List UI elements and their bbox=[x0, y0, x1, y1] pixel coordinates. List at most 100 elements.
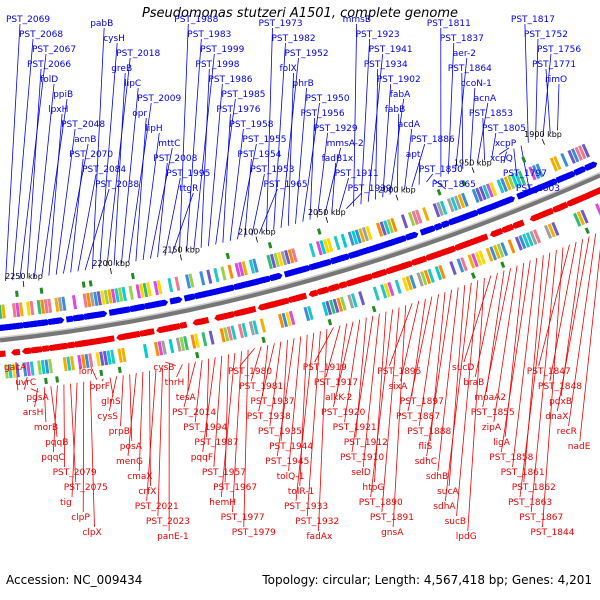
cog-category-block bbox=[323, 239, 330, 254]
cog-category-block bbox=[457, 194, 466, 209]
cog-category-block bbox=[478, 186, 487, 201]
forward-gene-label: PST_1955 bbox=[242, 135, 286, 145]
cog-category-block bbox=[580, 209, 589, 224]
reverse-label-connector bbox=[299, 334, 308, 487]
forward-gene-arrow bbox=[577, 166, 587, 175]
reverse-label-connector bbox=[295, 332, 315, 502]
reverse-gene-arrow bbox=[105, 335, 115, 343]
forward-gene-label: ppiB bbox=[53, 90, 73, 100]
reverse-label-connector bbox=[362, 313, 380, 468]
reverse-label-connector bbox=[194, 360, 203, 423]
rna-feature-mark bbox=[81, 281, 86, 288]
cog-category-block bbox=[47, 298, 53, 313]
reverse-gene-label: PST_1861 bbox=[501, 468, 545, 478]
forward-label-connector bbox=[469, 87, 476, 166]
forward-label-connector bbox=[302, 102, 320, 222]
cog-category-block bbox=[547, 223, 556, 238]
cog-category-block bbox=[560, 152, 569, 168]
forward-gene-label: fabB bbox=[385, 105, 406, 115]
reverse-gene-label: tolR-1 bbox=[288, 487, 314, 497]
forward-gene-label: PST_1999 bbox=[200, 45, 244, 55]
cog-category-block bbox=[485, 183, 494, 198]
axis-tick-mark bbox=[22, 280, 25, 287]
reverse-label-connector bbox=[437, 287, 459, 472]
reverse-label-connector bbox=[530, 249, 557, 513]
reverse-gene-label: zipA bbox=[482, 423, 502, 433]
cog-category-block bbox=[518, 235, 527, 250]
forward-label-connector bbox=[19, 53, 47, 280]
forward-gene-arrow bbox=[262, 275, 272, 284]
reverse-gene-label: sixA bbox=[389, 382, 409, 392]
reverse-label-connector bbox=[202, 357, 216, 453]
cog-category-block bbox=[77, 354, 83, 370]
cog-category-block bbox=[358, 228, 366, 243]
axis-tick-mark bbox=[541, 138, 545, 145]
reverse-label-connector bbox=[444, 282, 472, 502]
cog-category-block bbox=[188, 273, 195, 288]
rna-feature-mark bbox=[500, 261, 506, 269]
forward-gene-label: PST_2009 bbox=[137, 94, 181, 104]
cog-category-block bbox=[394, 279, 402, 294]
cog-category-block bbox=[570, 148, 580, 163]
reverse-label-connector bbox=[90, 365, 98, 380]
forward-label-connector bbox=[244, 158, 252, 238]
reverse-gene-label: PST_1910 bbox=[340, 453, 384, 463]
cog-category-block bbox=[544, 224, 553, 239]
forward-gene-label: lipH bbox=[145, 124, 162, 134]
axis-tick-label: 1950 kbp bbox=[454, 158, 492, 167]
cog-category-block bbox=[121, 347, 127, 363]
cog-category-block bbox=[415, 209, 423, 224]
forward-label-connector bbox=[84, 188, 110, 271]
forward-gene-label: PST_1929 bbox=[314, 124, 358, 134]
cog-category-block bbox=[446, 198, 455, 213]
forward-gene-arrow bbox=[434, 223, 444, 231]
reverse-gene-label: fliS bbox=[418, 442, 432, 452]
cog-category-block bbox=[400, 214, 409, 229]
cog-category-block bbox=[135, 284, 142, 299]
cog-category-block bbox=[460, 257, 468, 272]
cog-category-block bbox=[339, 296, 347, 311]
forward-gene-label: mmsA-2 bbox=[327, 139, 364, 149]
cog-category-block bbox=[220, 266, 227, 281]
cog-category-block bbox=[319, 240, 327, 255]
cog-category-block bbox=[450, 196, 459, 211]
cog-category-block bbox=[102, 350, 109, 366]
cog-category-block bbox=[37, 360, 42, 375]
forward-gene-label: mttC bbox=[158, 139, 180, 149]
forward-gene-label: PST_1983 bbox=[187, 30, 231, 40]
cog-category-block bbox=[407, 211, 416, 227]
cog-category-block bbox=[26, 301, 31, 316]
reverse-label-connector bbox=[43, 387, 47, 423]
reverse-label-connector bbox=[146, 369, 157, 502]
reverse-gene-label: PST_1935 bbox=[258, 427, 302, 437]
cog-category-block bbox=[438, 264, 446, 280]
cog-category-block bbox=[365, 225, 373, 241]
reverse-gene-label: pqqC bbox=[41, 453, 64, 463]
reverse-gene-label: PST_1862 bbox=[512, 483, 556, 493]
forward-label-connector bbox=[287, 72, 294, 226]
reverse-label-connector bbox=[34, 387, 38, 408]
cog-category-block bbox=[531, 164, 541, 180]
reverse-label-connector bbox=[187, 362, 190, 393]
cog-category-block bbox=[416, 272, 424, 287]
reverse-label-connector bbox=[71, 382, 78, 498]
cog-category-block bbox=[358, 291, 366, 306]
forward-gene-arrow bbox=[323, 258, 333, 267]
forward-label-connector bbox=[193, 53, 215, 250]
forward-gene-label: PST_1805 bbox=[482, 124, 526, 134]
rna-feature-mark bbox=[225, 252, 230, 260]
reverse-label-connector bbox=[288, 336, 302, 472]
reverse-gene-arrow bbox=[0, 350, 6, 358]
reverse-gene-label: fadAx bbox=[306, 532, 333, 542]
forward-label-connector bbox=[48, 113, 63, 276]
forward-label-connector bbox=[433, 179, 447, 190]
cog-category-block bbox=[471, 253, 479, 268]
cog-category-block bbox=[482, 184, 491, 199]
forward-label-connector bbox=[524, 23, 529, 143]
forward-gene-label: fabA bbox=[390, 90, 411, 100]
reverse-gene-label: PST_2014 bbox=[172, 408, 216, 418]
cog-category-block bbox=[411, 210, 419, 225]
reverse-label-connector bbox=[262, 344, 269, 397]
reverse-label-connector bbox=[538, 244, 570, 367]
reverse-gene-label: PST_1890 bbox=[359, 498, 403, 508]
